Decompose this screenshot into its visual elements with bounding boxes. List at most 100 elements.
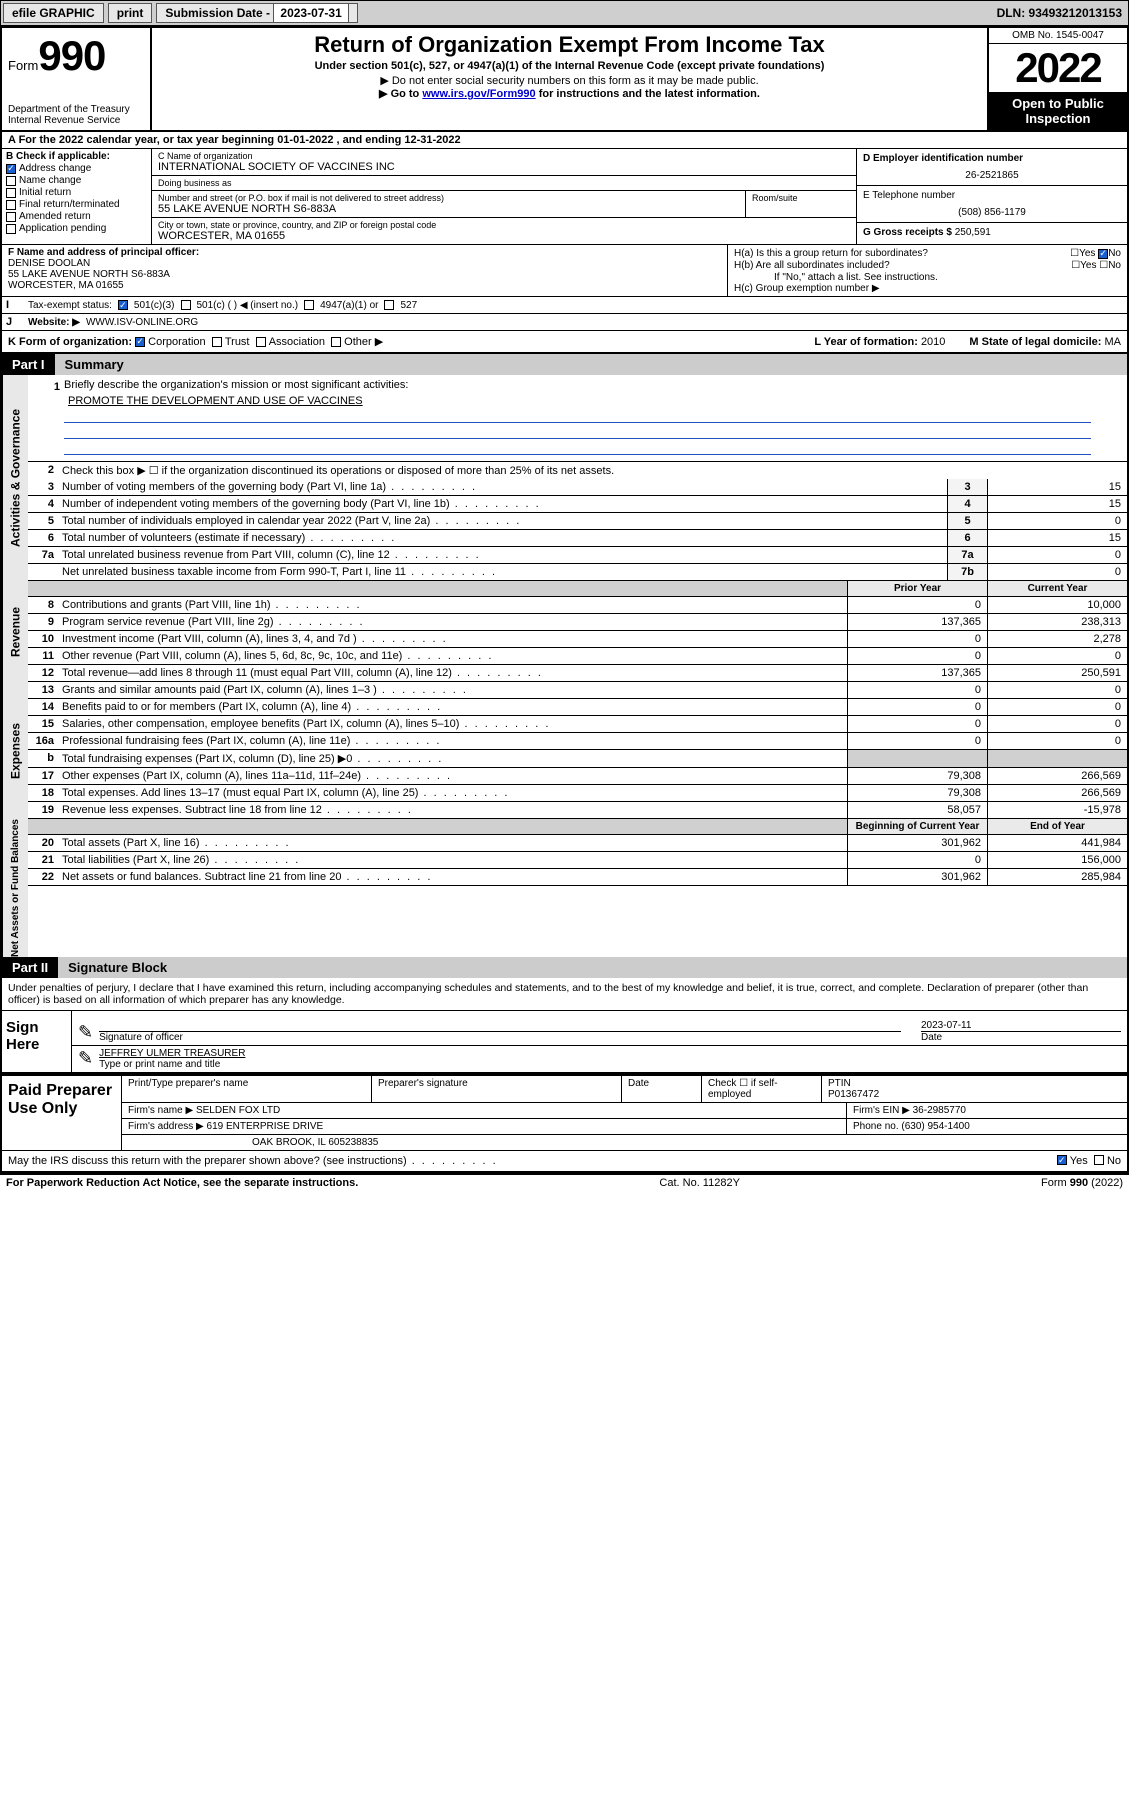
prior-year-val: 301,962 [847, 835, 987, 851]
colhdr-net: Beginning of Current Year End of Year [28, 819, 1127, 835]
year-form-val: 2010 [921, 336, 945, 348]
prior-year-val: 0 [847, 699, 987, 715]
table-row: 11 Other revenue (Part VIII, column (A),… [28, 648, 1127, 665]
efile-button[interactable]: efile GRAPHIC [3, 3, 104, 23]
note-link: ▶ Go to www.irs.gov/Form990 for instruct… [158, 87, 981, 100]
line-num: 22 [28, 869, 58, 885]
colhdr-curr: Current Year [987, 581, 1127, 596]
line-box: 7b [947, 564, 987, 580]
row-lm: L Year of formation: 2010 M State of leg… [814, 336, 1121, 348]
table-row: 20 Total assets (Part X, line 16) 301,96… [28, 835, 1127, 852]
line-num: 16a [28, 733, 58, 749]
gross-val: 250,591 [955, 227, 991, 238]
line-text: Total fundraising expenses (Part IX, col… [58, 750, 847, 767]
form-number: Form990 [8, 32, 144, 80]
dba-cell: Doing business as [152, 176, 856, 191]
paid-preparer-label: Paid Preparer Use Only [2, 1076, 122, 1150]
table-row: 12 Total revenue—add lines 8 through 11 … [28, 665, 1127, 682]
box-h: H(a) Is this a group return for subordin… [727, 245, 1127, 296]
table-row: 21 Total liabilities (Part X, line 26) 0… [28, 852, 1127, 869]
prior-year-val: 137,365 [847, 614, 987, 630]
line1-mission: 1 Briefly describe the organization's mi… [28, 375, 1127, 462]
current-year-val [987, 750, 1127, 767]
footer-cat: Cat. No. 11282Y [659, 1177, 740, 1189]
domicile-val: MA [1105, 336, 1122, 348]
line-num: b [28, 750, 58, 767]
row-i: I Tax-exempt status: ✓501(c)(3) 501(c) (… [2, 297, 1127, 314]
checkbox-icon [1094, 1155, 1104, 1165]
line-num [28, 564, 58, 580]
sub-date-lbl: Submission Date - [165, 6, 273, 20]
line-text: Total liabilities (Part X, line 26) [58, 852, 847, 868]
submission-date-label: Submission Date - 2023-07-31 [156, 3, 357, 23]
box-b-item: ✓Address change [6, 163, 147, 174]
h-b: H(b) Are all subordinates included? ☐Yes… [734, 260, 1121, 271]
table-row: 17 Other expenses (Part IX, column (A), … [28, 768, 1127, 785]
line-num: 2 [28, 462, 58, 479]
note2-post: for instructions and the latest informat… [536, 88, 760, 100]
discuss-no: No [1107, 1155, 1121, 1167]
box-b-item-label: Address change [19, 163, 91, 174]
line-val: 15 [987, 496, 1127, 512]
checkmark-icon: ✓ [118, 300, 128, 310]
city-cell: City or town, state or province, country… [152, 218, 856, 244]
line-num: 4 [28, 496, 58, 512]
print-button[interactable]: print [108, 3, 153, 23]
prior-year-val: 79,308 [847, 785, 987, 801]
perjury-statement: Under penalties of perjury, I declare th… [2, 978, 1127, 1011]
line-num: 13 [28, 682, 58, 698]
line-text: Net unrelated business taxable income fr… [58, 564, 947, 580]
phone-lbl: Phone no. [853, 1121, 901, 1132]
mission-lbl: Briefly describe the organization's miss… [64, 379, 408, 395]
box-b-item-label: Application pending [19, 223, 106, 234]
sig-line-2: ✎ JEFFREY ULMER TREASURER Type or print … [72, 1046, 1127, 1072]
note2-pre: ▶ Go to [379, 88, 422, 100]
dln-label: DLN: 93493212013153 [997, 6, 1126, 20]
current-year-val: 0 [987, 648, 1127, 664]
prior-year-val: 137,365 [847, 665, 987, 681]
vtab-revenue: Revenue [2, 581, 28, 682]
line-val: 0 [987, 513, 1127, 529]
tax-year: 2022 [989, 44, 1127, 92]
firm-addr-lbl: Firm's address ▶ [128, 1121, 207, 1132]
line-text: Other revenue (Part VIII, column (A), li… [58, 648, 847, 664]
firm-addr2: OAK BROOK, IL 605238835 [122, 1135, 1127, 1150]
line-num: 9 [28, 614, 58, 630]
gross-lbl: G Gross receipts $ [863, 227, 955, 238]
line-num: 10 [28, 631, 58, 647]
addr-lbl: Number and street (or P.O. box if mail i… [158, 193, 739, 203]
prior-year-val: 0 [847, 716, 987, 732]
line-val: 15 [987, 530, 1127, 546]
line2: 2 Check this box ▶ ☐ if the organization… [28, 462, 1127, 479]
current-year-val: 156,000 [987, 852, 1127, 868]
part1-name: Summary [55, 354, 1127, 375]
line2-txt: Check this box ▶ ☐ if the organization d… [58, 462, 1127, 479]
officer-addr1: 55 LAKE AVENUE NORTH S6-883A [8, 269, 170, 280]
footer-form: Form 990 (2022) [1041, 1177, 1123, 1189]
dept-treasury: Department of the Treasury Internal Reve… [8, 104, 144, 126]
city-val: WORCESTER, MA 01655 [158, 230, 850, 242]
checkbox-icon: ✓ [6, 164, 16, 174]
opt-501c3: 501(c)(3) [134, 300, 175, 311]
tel-val: (508) 856-1179 [863, 207, 1121, 218]
table-row: 22 Net assets or fund balances. Subtract… [28, 869, 1127, 886]
prior-year-val: 301,962 [847, 869, 987, 885]
current-year-val: 266,569 [987, 785, 1127, 801]
line-num: 3 [28, 479, 58, 495]
current-year-val: 238,313 [987, 614, 1127, 630]
officer-addr2: WORCESTER, MA 01655 [8, 280, 124, 291]
prior-year-val: 79,308 [847, 768, 987, 784]
discuss-yes: Yes [1070, 1155, 1088, 1167]
gross-cell: G Gross receipts $ 250,591 [857, 223, 1127, 242]
table-row: 6 Total number of volunteers (estimate i… [28, 530, 1127, 547]
form-header: Form990 Department of the Treasury Inter… [2, 28, 1127, 132]
table-row: 19 Revenue less expenses. Subtract line … [28, 802, 1127, 819]
irs-link[interactable]: www.irs.gov/Form990 [422, 88, 535, 100]
box-f: F Name and address of principal officer:… [2, 245, 727, 296]
colhdr-rev: Prior Year Current Year [28, 581, 1127, 597]
firm-name: SELDEN FOX LTD [196, 1105, 280, 1116]
line-num: 5 [28, 513, 58, 529]
form-title: Return of Organization Exempt From Incom… [158, 32, 981, 58]
table-row: 3 Number of voting members of the govern… [28, 479, 1127, 496]
vtab-netassets: Net Assets or Fund Balances [2, 819, 28, 957]
